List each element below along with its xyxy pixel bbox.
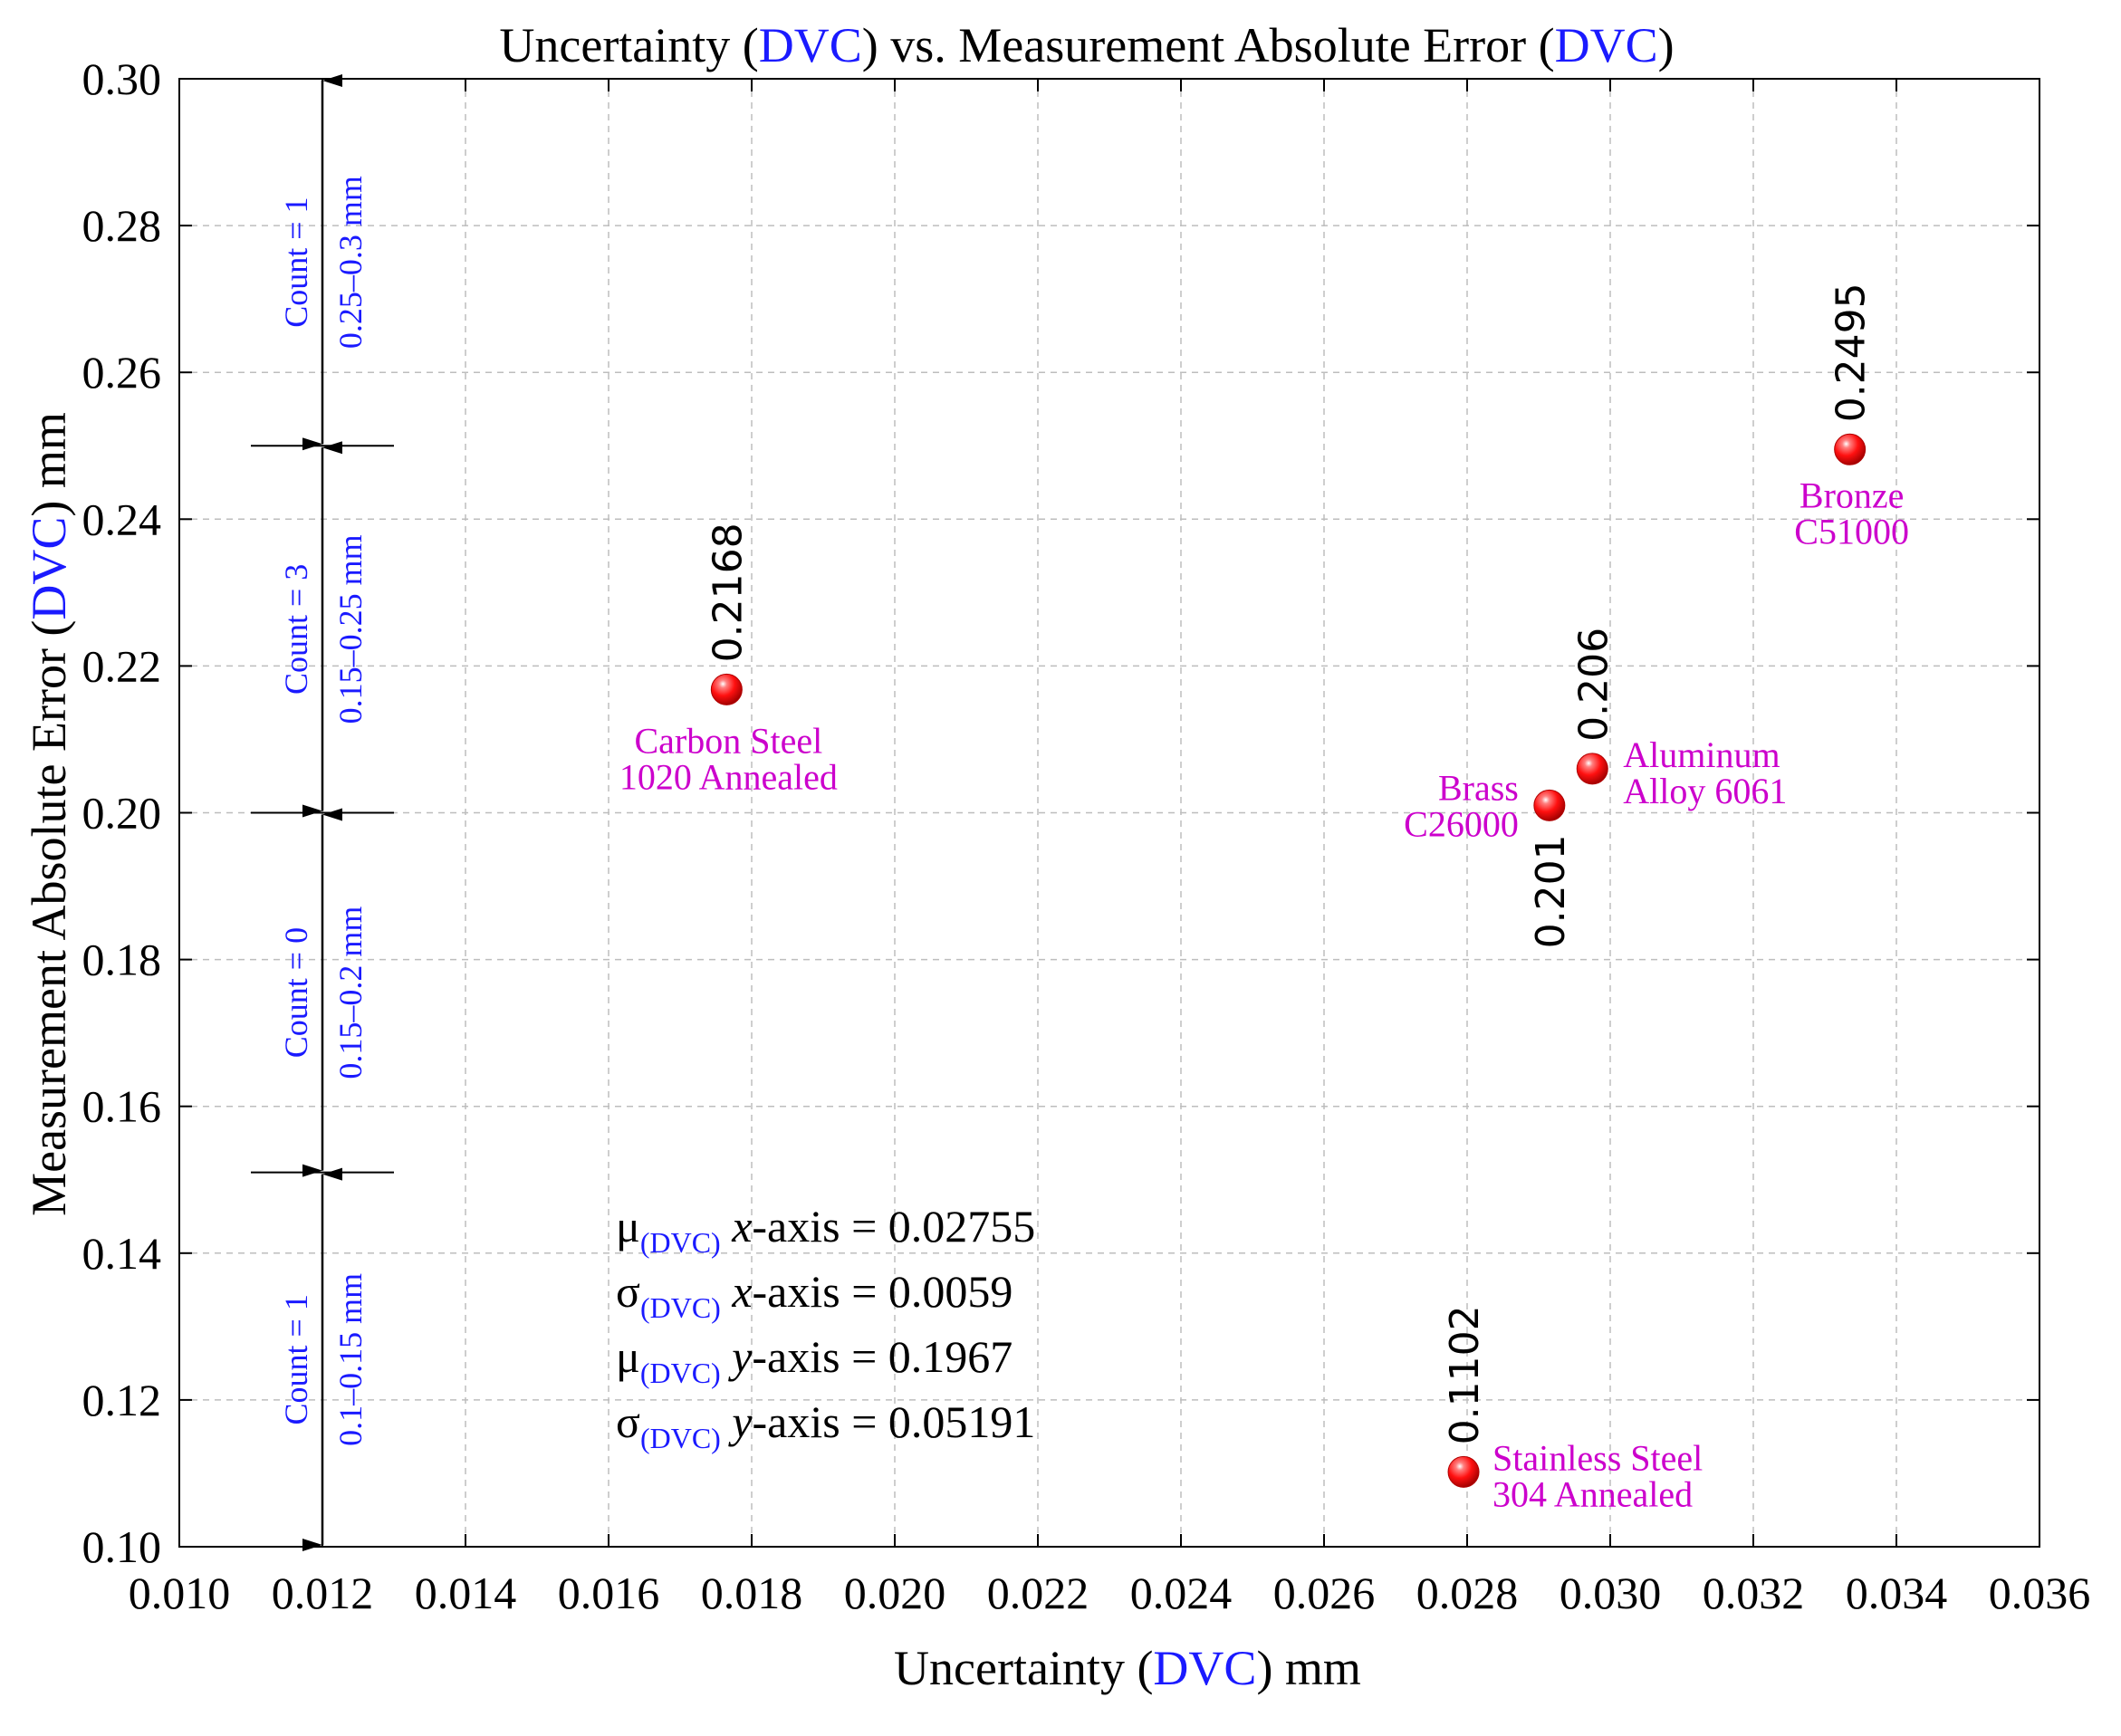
point-material-label: 304 Annealed bbox=[1492, 1473, 1693, 1514]
point-value-label: 0.2495 bbox=[1828, 283, 1875, 422]
point-material-label: Bronze bbox=[1799, 475, 1905, 515]
plot-frame bbox=[178, 78, 2040, 1548]
histogram-range-label: 0.15–0.2 mm bbox=[332, 906, 369, 1079]
histogram-range-label: 0.1–0.15 mm bbox=[332, 1273, 369, 1446]
y-tick-label: 0.24 bbox=[82, 494, 162, 544]
y-axis-label: Measurement Absolute Error (DVC) mm bbox=[22, 412, 76, 1216]
point-material-label: Alloy 6061 bbox=[1623, 771, 1787, 811]
title-dvc-1: DVC bbox=[759, 18, 862, 72]
data-point bbox=[710, 673, 743, 705]
histogram-range-label: 0.15–0.25 mm bbox=[332, 534, 369, 724]
y-tick-label: 0.22 bbox=[82, 640, 162, 691]
y-tick-label: 0.12 bbox=[82, 1375, 162, 1425]
histogram-count-label: Count = 0 bbox=[278, 927, 314, 1058]
histogram-annotations: Count = 1 0.25–0.3 mm Count = 3 0.15–0.25 m… bbox=[251, 74, 394, 1551]
x-tick-label: 0.010 bbox=[129, 1568, 231, 1618]
histogram-range-label: 0.25–0.3 mm bbox=[332, 176, 369, 349]
y-tick-label: 0.26 bbox=[82, 347, 162, 398]
statistics-box: μ(DVC) x-axis = 0.02755 σ(DVC) x-axis = 0… bbox=[616, 1201, 1035, 1454]
stat-line: μ(DVC) x-axis = 0.02755 bbox=[616, 1201, 1035, 1259]
y-tick-label: 0.28 bbox=[82, 200, 162, 251]
x-tick-label: 0.018 bbox=[701, 1568, 803, 1618]
y-tick-label: 0.10 bbox=[82, 1521, 162, 1572]
y-tick-label: 0.30 bbox=[82, 53, 162, 104]
x-tick-label: 0.034 bbox=[1846, 1568, 1948, 1618]
y-tick-label: 0.20 bbox=[82, 788, 162, 839]
data-point bbox=[1533, 789, 1566, 821]
x-tick-label: 0.016 bbox=[558, 1568, 660, 1618]
point-material-label: Aluminum bbox=[1623, 734, 1780, 775]
x-tick-label: 0.020 bbox=[844, 1568, 946, 1618]
x-tick-labels: 0.010 0.012 0.014 0.016 0.018 0.020 0.022 0.024… bbox=[129, 1568, 2091, 1618]
x-axis-label: Uncertainty (DVC) mm bbox=[894, 1641, 1361, 1695]
x-tick-label: 0.030 bbox=[1560, 1568, 1662, 1618]
x-tick-label: 0.028 bbox=[1416, 1568, 1519, 1618]
x-tick-label: 0.022 bbox=[987, 1568, 1089, 1618]
point-material-label: C51000 bbox=[1794, 511, 1909, 551]
histogram-count-label: Count = 1 bbox=[278, 197, 314, 327]
x-tick-label: 0.032 bbox=[1703, 1568, 1805, 1618]
point-material-label: C26000 bbox=[1404, 803, 1519, 844]
x-tick-label: 0.012 bbox=[272, 1568, 374, 1618]
histogram-count-label: Count = 1 bbox=[278, 1294, 314, 1424]
y-tick-label: 0.14 bbox=[82, 1228, 162, 1279]
point-material-label: Carbon Steel bbox=[634, 720, 822, 761]
point-material-label: Brass bbox=[1438, 767, 1519, 808]
histogram-count-label: Count = 3 bbox=[278, 564, 314, 695]
x-tick-label: 0.024 bbox=[1130, 1568, 1233, 1618]
stat-line: μ(DVC) y-axis = 0.1967 bbox=[616, 1331, 1013, 1389]
x-tick-label: 0.014 bbox=[415, 1568, 517, 1618]
point-material-label: Stainless Steel bbox=[1492, 1437, 1703, 1478]
stat-line: σ(DVC) y-axis = 0.05191 bbox=[616, 1396, 1035, 1454]
point-value-label: 0.2168 bbox=[705, 523, 751, 662]
data-point bbox=[1447, 1455, 1480, 1488]
grid-lines bbox=[178, 78, 2040, 1548]
data-point bbox=[1576, 753, 1608, 785]
chart-title: Uncertainty (DVC) vs. Measurement Absolu… bbox=[499, 18, 1674, 72]
point-value-label: 0.201 bbox=[1528, 834, 1574, 948]
data-point bbox=[1834, 433, 1867, 465]
point-value-label: 0.206 bbox=[1570, 628, 1617, 742]
point-material-label: 1020 Annealed bbox=[619, 756, 838, 797]
x-tick-label: 0.036 bbox=[1989, 1568, 2091, 1618]
stat-line: σ(DVC) x-axis = 0.0059 bbox=[616, 1266, 1013, 1324]
title-dvc-2: DVC bbox=[1555, 18, 1658, 72]
y-tick-label: 0.18 bbox=[82, 935, 162, 985]
y-tick-label: 0.16 bbox=[82, 1081, 162, 1132]
point-value-label: 0.1102 bbox=[1442, 1305, 1488, 1444]
y-tick-labels: 0.10 0.12 0.14 0.16 0.18 0.20 0.22 0.24 0.26 0.28… bbox=[82, 53, 162, 1572]
x-tick-label: 0.026 bbox=[1273, 1568, 1376, 1618]
